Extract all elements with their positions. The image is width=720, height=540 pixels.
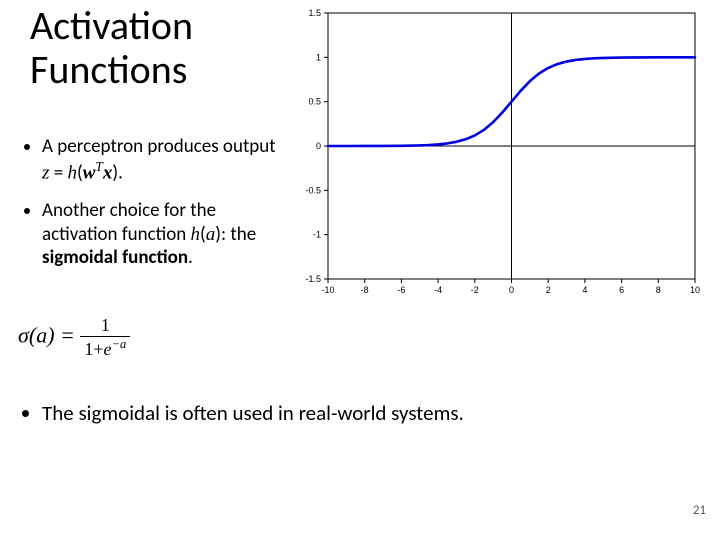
f-frac: 1 1+e−a bbox=[80, 315, 130, 360]
svg-text:0: 0 bbox=[316, 141, 321, 151]
svg-text:6: 6 bbox=[619, 285, 624, 295]
b2-bold: sigmoidal function bbox=[42, 246, 188, 269]
page-number: 21 bbox=[693, 503, 706, 518]
sigmoid-chart: -10 -8 -6 -4 -2 0 2 4 6 8 10 -1.5 -1 -0.5 0 0.5 1 1.5 bbox=[290, 3, 705, 303]
chart-svg: -10 -8 -6 -4 -2 0 2 4 6 8 10 -1.5 -1 -0.5 0 0.5 1 1.5 bbox=[290, 3, 705, 303]
svg-text:-8: -8 bbox=[361, 285, 369, 295]
f-sigma: σ bbox=[18, 323, 29, 348]
bullet-1-pre: A perceptron produces output bbox=[42, 135, 276, 158]
svg-text:-10: -10 bbox=[321, 285, 334, 295]
svg-text:-1: -1 bbox=[313, 230, 321, 240]
svg-text:0.5: 0.5 bbox=[308, 97, 321, 107]
f-a: a bbox=[36, 323, 47, 348]
svg-text:-1.5: -1.5 bbox=[305, 274, 321, 284]
b2-a: a bbox=[206, 224, 216, 245]
f-num: 1 bbox=[80, 315, 130, 337]
svg-text:-2: -2 bbox=[471, 285, 479, 295]
b1-x: x bbox=[103, 162, 113, 183]
bullet-3: The sigmoidal is often used in real-worl… bbox=[42, 400, 660, 426]
b1-post: . bbox=[118, 161, 123, 184]
b1-h: h bbox=[67, 162, 77, 183]
svg-text:1: 1 bbox=[316, 52, 321, 62]
svg-text:-0.5: -0.5 bbox=[305, 185, 321, 195]
title-line1: Activation bbox=[30, 1, 193, 50]
left-bullets: A perceptron produces output z = h(wTx).… bbox=[20, 135, 280, 284]
slide-title: Activation Functions bbox=[30, 4, 193, 92]
slide: Activation Functions A perceptron produc… bbox=[0, 0, 720, 540]
f-den-exp: −a bbox=[112, 337, 127, 351]
svg-text:-6: -6 bbox=[397, 285, 405, 295]
b1-T: T bbox=[95, 159, 102, 174]
svg-text:10: 10 bbox=[690, 285, 700, 295]
f-close: ) bbox=[47, 323, 54, 348]
sigma-formula: σ(a) = 1 1+e−a bbox=[18, 315, 130, 360]
b1-w: w bbox=[83, 162, 96, 183]
svg-text:-4: -4 bbox=[434, 285, 442, 295]
f-den: 1+e−a bbox=[80, 337, 130, 360]
svg-text:1.5: 1.5 bbox=[308, 8, 321, 18]
f-den-e: e bbox=[104, 339, 112, 359]
bullet-2: Another choice for the activation functi… bbox=[42, 199, 280, 270]
svg-text:0: 0 bbox=[509, 285, 514, 295]
bullet-1: A perceptron produces output z = h(wTx). bbox=[42, 135, 280, 185]
svg-text:4: 4 bbox=[582, 285, 587, 295]
title-line2: Functions bbox=[30, 45, 187, 94]
bottom-bullet-area: The sigmoidal is often used in real-worl… bbox=[20, 400, 660, 426]
b2-h: h bbox=[191, 224, 201, 245]
b2-mid: : the bbox=[221, 223, 256, 246]
b2-post: . bbox=[188, 246, 193, 269]
b1-eq: = bbox=[49, 161, 67, 184]
f-eq: = bbox=[55, 323, 81, 348]
f-den-1: 1+ bbox=[84, 339, 103, 359]
svg-text:2: 2 bbox=[546, 285, 551, 295]
svg-text:8: 8 bbox=[656, 285, 661, 295]
